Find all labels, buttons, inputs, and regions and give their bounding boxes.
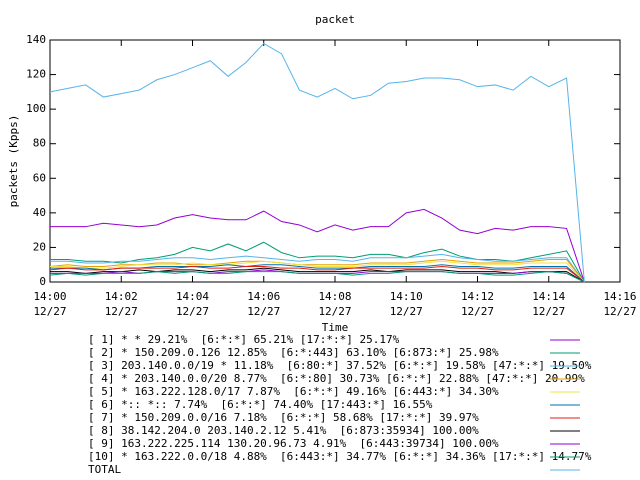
legend-label: [ 9] 163.222.225.114 130.20.96.73 4.91% … [88,437,499,450]
legend-label: [ 5] * 163.222.128.0/17 7.87% [6:*:*] 49… [88,385,499,398]
x-tick-label: 14:14 12/27 [532,290,566,318]
legend-label: [ 2] * 150.209.0.126 12.85% [6:*:443] 63… [88,346,499,359]
y-tick-label: 60 [33,171,46,184]
series-line [50,260,585,283]
x-tick-label: 14:16 12/27 [603,290,637,318]
y-tick-label: 40 [33,206,46,219]
x-tick-label: 14:08 12/27 [318,290,352,318]
chart-title: packet [315,13,355,26]
series-line [49,271,585,283]
x-axis-label: Time [322,321,349,334]
y-tick-label: 100 [26,102,46,115]
legend-label: [ 7] * 150.209.0.0/16 7.18% [6:*:*] 58.6… [88,411,479,424]
x-tick-label: 14:12 12/27 [460,290,495,318]
legend-label: TOTAL [88,463,121,476]
series-line [50,267,585,283]
series-line [50,241,585,283]
legend-label: [ 4] * 203.140.0.0/20 8.77% [6:*:80] 30.… [88,372,585,385]
plot-frame [49,39,621,283]
x-tick-label: 14:04 12/27 [175,290,210,318]
y-tick-label: 120 [26,68,46,81]
legend-label: [ 8] 38.142.204.0 203.140.2.12 5.41% [6:… [88,424,479,437]
y-axis-label: packets (Kpps) [7,115,20,208]
series-line [50,253,585,283]
series-line [50,208,585,283]
y-tick-label: 20 [33,240,46,253]
x-tick-label: 14:10 12/27 [389,290,423,318]
y-tick-label: 0 [39,275,46,288]
x-tick-label: 14:06 12/27 [247,290,281,318]
series-line [49,42,585,283]
legend-label: [ 1] * * 29.21% [6:*:*] 65.21% [17:*:*] … [88,333,400,346]
y-tick-label: 80 [33,137,46,150]
x-tick-label: 14:02 12/27 [104,290,138,318]
series-line [49,265,585,283]
x-tick-label: 14:00 12/27 [33,290,67,318]
legend-label: [ 3] 203.140.0.0/19 * 11.18% [6:80:*] 37… [88,359,592,372]
legend-label: [10] * 163.222.0.0/18 4.88% [6:443:*] 34… [88,450,592,463]
y-tick-label: 140 [26,33,46,46]
legend-label: [ 6] *:: *:: 7.74% [6:*:*] 74.40% [17:44… [88,398,433,411]
